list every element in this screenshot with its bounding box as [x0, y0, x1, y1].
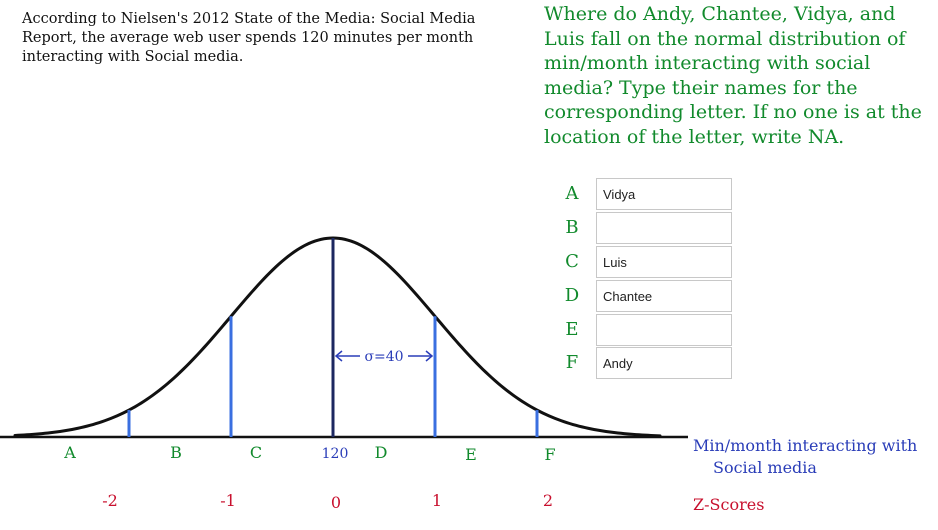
- letter-c: C: [250, 443, 262, 462]
- answer-letter-b: B: [565, 217, 579, 238]
- axis-label: Min/month interacting with Social media: [693, 436, 917, 477]
- letter-d: D: [375, 443, 388, 462]
- answer-input-a[interactable]: [596, 178, 732, 210]
- answer-row-d: D: [560, 280, 740, 314]
- answer-letter-a: A: [565, 183, 579, 204]
- answer-row-a: A: [560, 178, 740, 212]
- zscore-minus-2: -2: [102, 491, 118, 510]
- zscore-minus-1: -1: [220, 491, 236, 510]
- zscore-plus-1: 1: [432, 491, 442, 510]
- answer-row-f: F: [560, 347, 740, 381]
- answer-row-e: E: [560, 314, 740, 348]
- letter-b: B: [170, 443, 182, 462]
- answer-row-c: C: [560, 246, 740, 280]
- sigma-annotation: σ=40: [334, 349, 434, 365]
- answer-row-b: B: [560, 212, 740, 246]
- answer-input-d[interactable]: [596, 280, 732, 312]
- answer-letter-e: E: [565, 319, 579, 340]
- letter-a: A: [63, 443, 76, 462]
- sigma-label: σ=40: [364, 349, 403, 365]
- bell-curve: [13, 236, 662, 438]
- answer-input-f[interactable]: [596, 347, 732, 379]
- answer-letter-d: D: [564, 285, 580, 306]
- zscore-plus-2: 2: [543, 491, 553, 510]
- letter-f: F: [544, 445, 555, 464]
- answer-input-e[interactable]: [596, 314, 732, 346]
- answer-input-c[interactable]: [596, 246, 732, 278]
- zscore-label: Z-Scores: [693, 495, 764, 514]
- letter-e: E: [465, 445, 477, 464]
- answer-letter-c: C: [565, 251, 579, 272]
- answer-input-b[interactable]: [596, 212, 732, 244]
- answer-letter-f: F: [565, 352, 579, 373]
- instructions-text: Where do Andy, Chantee, Vidya, and Luis …: [544, 3, 922, 148]
- zscore-0: 0: [331, 493, 341, 512]
- mean-value-label: 120: [322, 446, 349, 462]
- intro-text: According to Nielsen's 2012 State of the…: [22, 11, 476, 65]
